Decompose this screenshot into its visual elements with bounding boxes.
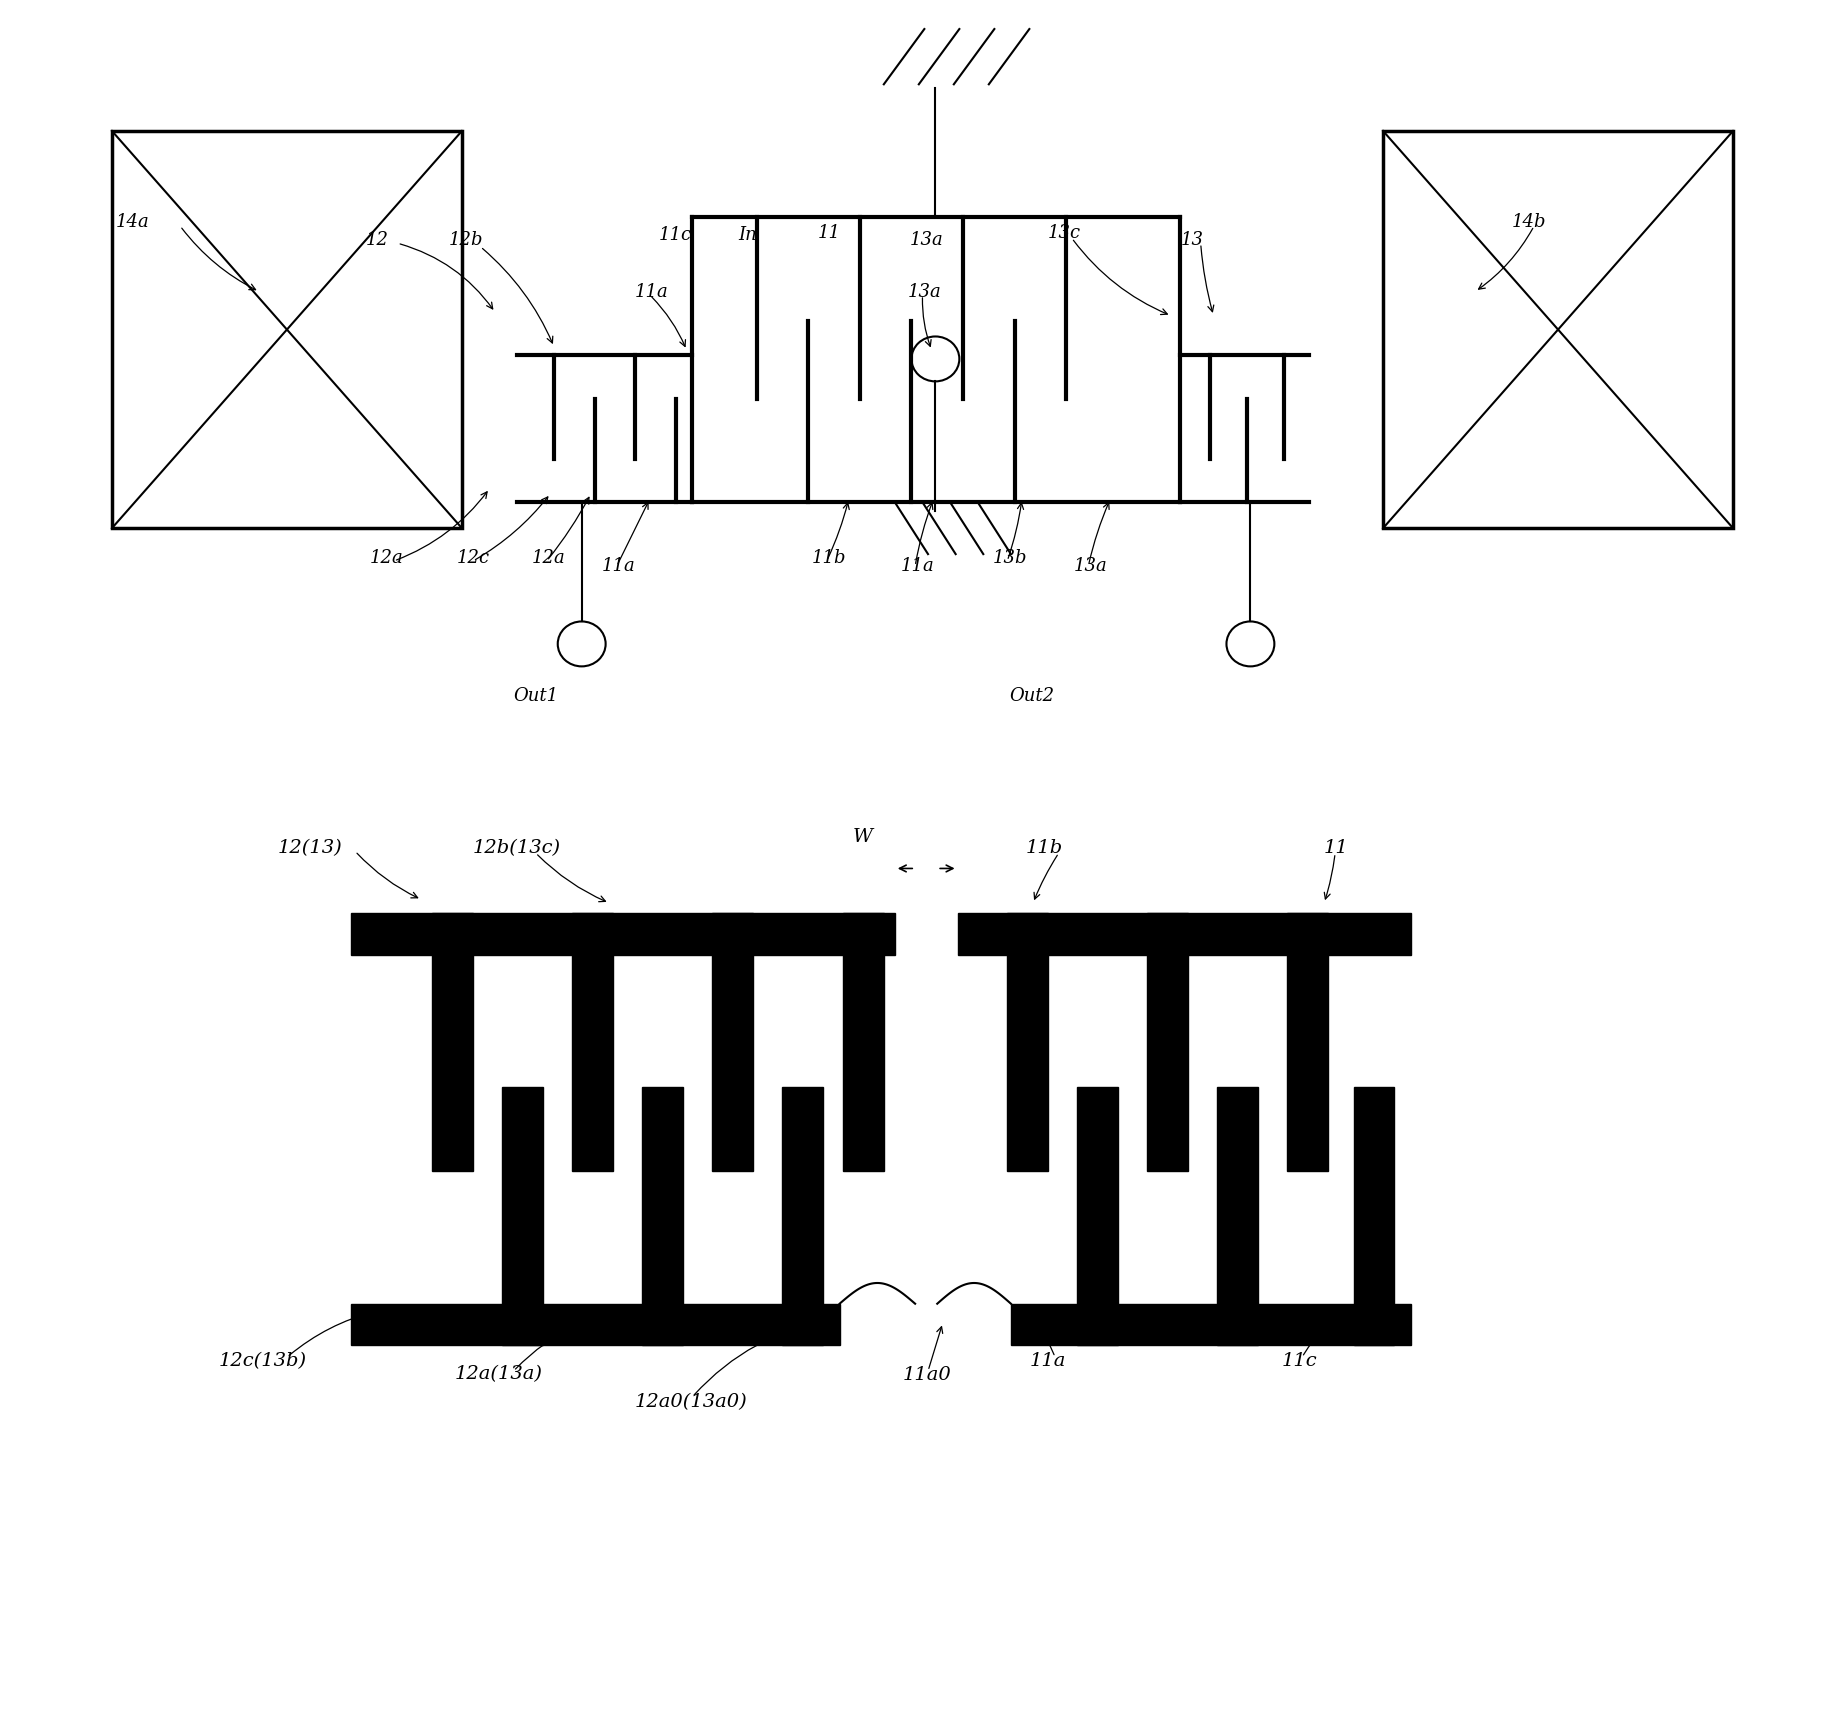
Text: 11a0: 11a0 bbox=[902, 1365, 950, 1384]
Polygon shape bbox=[712, 955, 753, 1171]
Polygon shape bbox=[843, 955, 884, 1171]
Text: 11: 11 bbox=[1325, 839, 1349, 856]
Polygon shape bbox=[843, 913, 884, 955]
Text: 12a0(13a0): 12a0(13a0) bbox=[635, 1393, 747, 1412]
Polygon shape bbox=[1077, 1088, 1118, 1304]
Polygon shape bbox=[782, 1088, 823, 1304]
Text: Out2: Out2 bbox=[1009, 687, 1053, 704]
Text: 13a: 13a bbox=[910, 230, 943, 249]
Text: 13c: 13c bbox=[1048, 223, 1081, 242]
Text: 11b: 11b bbox=[812, 548, 847, 566]
Polygon shape bbox=[1218, 1088, 1258, 1304]
Polygon shape bbox=[958, 913, 1411, 955]
Text: 11a: 11a bbox=[635, 282, 670, 301]
Text: 14a: 14a bbox=[116, 213, 149, 232]
Polygon shape bbox=[502, 1304, 542, 1346]
Text: 12b: 12b bbox=[448, 230, 483, 249]
Text: 12a(13a): 12a(13a) bbox=[454, 1365, 542, 1384]
Text: 12c(13b): 12c(13b) bbox=[220, 1351, 306, 1370]
Text: 11: 11 bbox=[817, 223, 841, 242]
Text: 11c: 11c bbox=[659, 225, 692, 244]
Text: 14b: 14b bbox=[1513, 213, 1546, 232]
Text: Out1: Out1 bbox=[513, 687, 559, 704]
Polygon shape bbox=[1077, 1304, 1118, 1346]
Polygon shape bbox=[1007, 955, 1048, 1171]
Text: In: In bbox=[738, 225, 756, 244]
Polygon shape bbox=[572, 955, 613, 1171]
Text: 12: 12 bbox=[365, 230, 389, 249]
Polygon shape bbox=[1288, 955, 1328, 1171]
Polygon shape bbox=[642, 1304, 683, 1346]
Text: 11a: 11a bbox=[900, 557, 934, 574]
Polygon shape bbox=[1354, 1088, 1395, 1304]
Polygon shape bbox=[1218, 1304, 1258, 1346]
Text: 13a: 13a bbox=[908, 282, 941, 301]
Text: 12a: 12a bbox=[369, 548, 404, 566]
Bar bbox=[113, 131, 461, 528]
Polygon shape bbox=[502, 1088, 542, 1304]
Polygon shape bbox=[1288, 913, 1328, 955]
Polygon shape bbox=[432, 913, 472, 955]
Text: 12a: 12a bbox=[531, 548, 566, 566]
Text: 11a: 11a bbox=[601, 557, 637, 574]
Polygon shape bbox=[642, 1088, 683, 1304]
Polygon shape bbox=[712, 913, 753, 955]
Text: 13a: 13a bbox=[1074, 557, 1107, 574]
Polygon shape bbox=[572, 913, 613, 955]
Text: 11b: 11b bbox=[1026, 839, 1063, 856]
Text: 13: 13 bbox=[1181, 230, 1203, 249]
Polygon shape bbox=[1148, 913, 1188, 955]
Polygon shape bbox=[351, 913, 895, 955]
Text: 11a: 11a bbox=[1030, 1351, 1066, 1370]
Bar bbox=[1384, 131, 1732, 528]
Text: 11c: 11c bbox=[1282, 1351, 1317, 1370]
Text: 12(13): 12(13) bbox=[279, 839, 343, 856]
Text: 13b: 13b bbox=[993, 548, 1028, 566]
Polygon shape bbox=[1354, 1304, 1395, 1346]
Polygon shape bbox=[432, 955, 472, 1171]
Polygon shape bbox=[1011, 1304, 1411, 1346]
Polygon shape bbox=[1007, 913, 1048, 955]
Text: 12c: 12c bbox=[456, 548, 489, 566]
Polygon shape bbox=[1148, 955, 1188, 1171]
Polygon shape bbox=[782, 1304, 823, 1346]
Text: W: W bbox=[852, 829, 873, 846]
Text: 12b(13c): 12b(13c) bbox=[472, 839, 561, 856]
Polygon shape bbox=[351, 1304, 839, 1346]
